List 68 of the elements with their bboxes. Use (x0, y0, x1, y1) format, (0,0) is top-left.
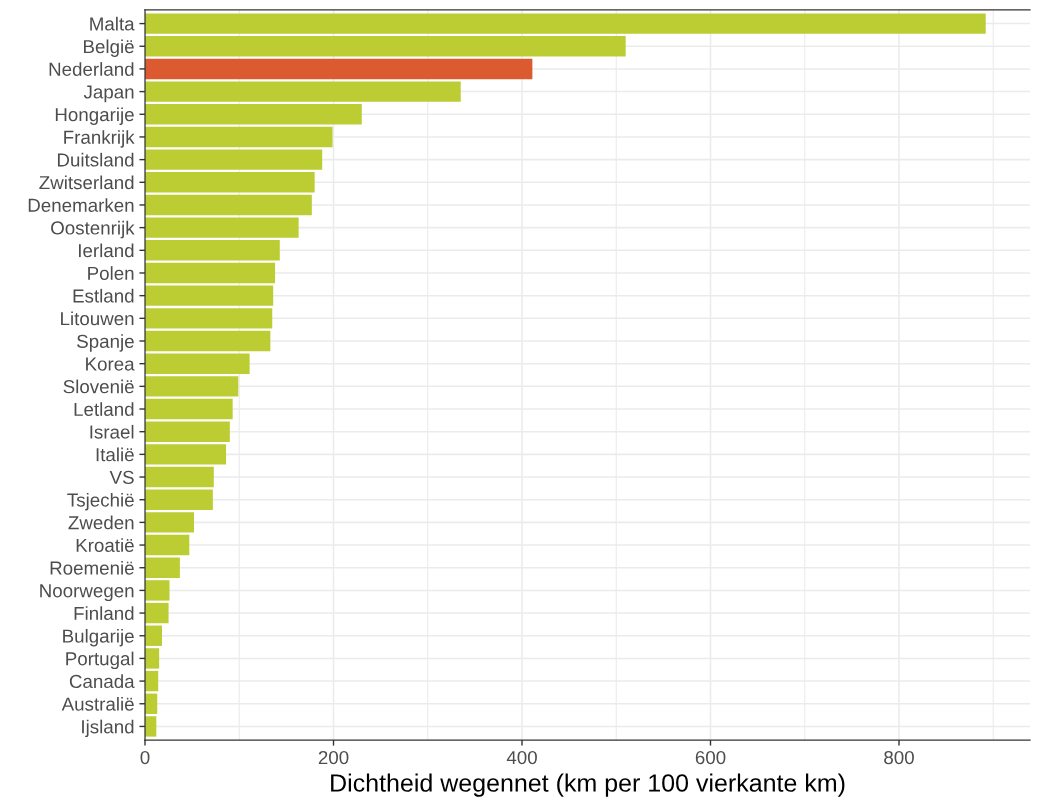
y-tick-label: Hongarije (55, 107, 134, 125)
bar (145, 376, 239, 397)
bar (145, 398, 233, 420)
bar (145, 217, 299, 238)
y-tick-label: Japan (83, 85, 134, 103)
bar (145, 625, 162, 646)
y-tick-label: Zweden (68, 515, 134, 530)
bar (145, 444, 227, 465)
y-tick-label: Frankrijk (64, 130, 135, 148)
bar (145, 330, 271, 352)
y-tick-label: Oostenrijk (51, 220, 135, 239)
bar (145, 194, 312, 216)
y-tick-label: Duitsland (57, 152, 134, 167)
y-tick-label: Finland (74, 606, 134, 621)
bar (145, 602, 169, 624)
bar (145, 716, 157, 737)
y-tick-label: Roemenië (50, 560, 134, 575)
bar (145, 58, 533, 80)
bar (145, 580, 170, 601)
y-tick-label: Tsjechië (67, 492, 134, 511)
y-tick-label: België (84, 39, 134, 57)
y-tick-label: Litouwen (61, 311, 134, 326)
x-axis-title: Dichtheid wegennet (km per 100 vierkante km) (331, 773, 845, 797)
y-tick-label: Nederland (49, 62, 134, 76)
y-tick-label: Spanje (77, 334, 134, 352)
y-tick-label: Canada (69, 674, 135, 689)
bar (145, 285, 274, 306)
y-tick-label: Australië (61, 696, 134, 711)
bar (145, 466, 214, 488)
bar (145, 262, 276, 284)
y-tick-label: Italië (96, 447, 134, 462)
y-tick-label: Israel (90, 424, 134, 439)
bar (145, 308, 273, 329)
y-tick-label: Letland (74, 402, 134, 416)
bar (145, 353, 250, 374)
y-tick-label: VS (109, 470, 134, 485)
bar (145, 13, 986, 34)
bar (145, 81, 461, 102)
bar (145, 648, 160, 669)
y-tick-label: Estland (73, 288, 134, 303)
x-tick-label: 600 (695, 750, 726, 765)
bar (145, 104, 362, 125)
y-tick-label: Malta (90, 16, 135, 31)
bar (145, 534, 190, 556)
bar (145, 149, 323, 170)
y-tick-label: Ierland (79, 243, 134, 258)
y-tick-label: Portugal (66, 651, 134, 670)
y-tick-label: Denemarken (28, 198, 134, 212)
bar (145, 421, 230, 442)
y-tick-label: Zwitserland (39, 175, 134, 190)
y-tick-label: Korea (86, 357, 135, 371)
y-tick-label: Slovenië (63, 379, 134, 394)
bar (145, 557, 180, 578)
y-tick-label: Polen (88, 266, 134, 280)
bar (145, 240, 280, 261)
x-tick-label: 800 (884, 750, 914, 765)
y-tick-label: Bulgarije (63, 628, 134, 647)
bar (145, 126, 333, 148)
x-tick-label: 0 (140, 750, 150, 765)
y-tick-label: Kroatië (76, 538, 134, 553)
bar (145, 172, 315, 193)
y-tick-label: Noorwegen (40, 584, 134, 602)
x-tick-label: 200 (318, 750, 349, 765)
bar (145, 489, 213, 510)
x-tick-label: 400 (506, 750, 537, 765)
y-tick-label: Ijsland (82, 719, 134, 738)
bar (145, 512, 195, 533)
bar (145, 36, 626, 57)
